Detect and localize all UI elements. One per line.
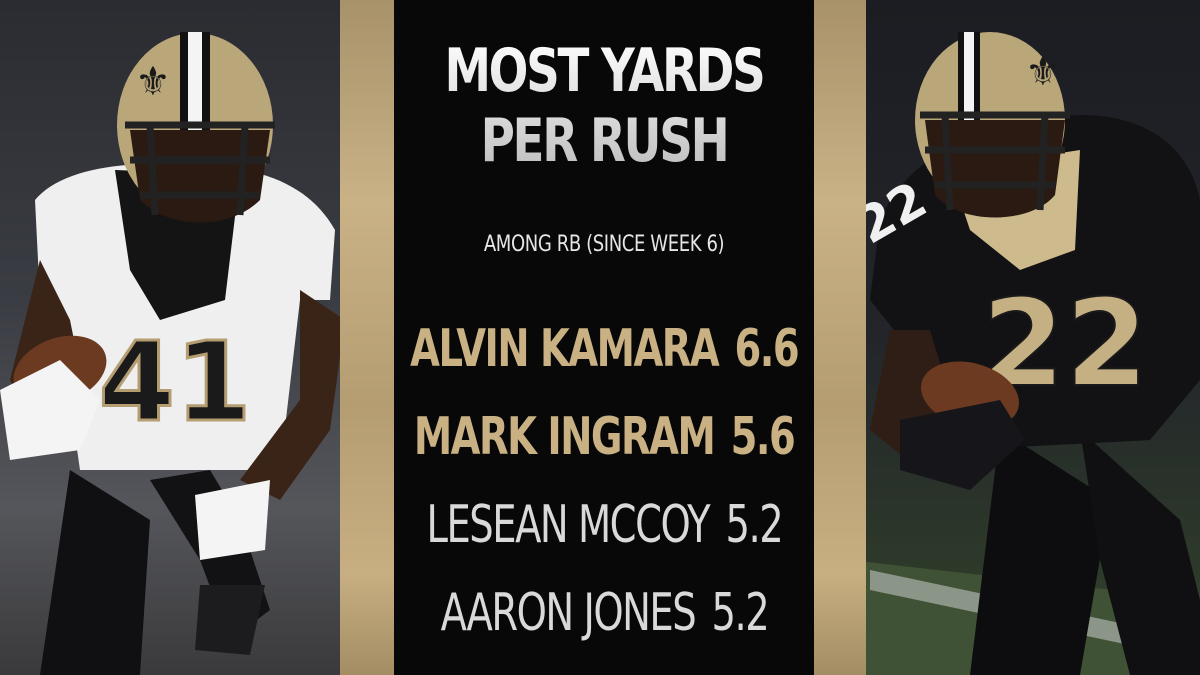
ranking-row: LESEAN MCCOY 5.2 <box>394 481 814 569</box>
player-photo-right: 22 ⚜ 22 <box>850 0 1200 675</box>
player-left-illustration: 41 ⚜ <box>0 32 345 675</box>
ranking-row: MARK INGRAM 5.6 <box>394 393 814 481</box>
player-name: MARK INGRAM <box>413 407 716 467</box>
player-name: ALVIN KAMARA <box>409 319 720 379</box>
left-jersey-number: 41 <box>98 318 251 446</box>
player-photo-left: 41 ⚜ <box>0 0 360 675</box>
graphic-title: MOST YARDS PER RUSH <box>440 36 768 176</box>
right-jersey-number: 22 <box>982 275 1149 414</box>
player-right-illustration: 22 ⚜ 22 <box>850 32 1200 675</box>
title-line: PER RUSH <box>480 106 728 176</box>
rankings-list: ALVIN KAMARA 6.6 MARK INGRAM 5.6 LESEAN … <box>394 305 814 657</box>
graphic-subtitle: AMONG RB (SINCE WEEK 6) <box>483 232 725 257</box>
player-name: AARON JONES <box>440 583 696 643</box>
yards-per-rush-value: 5.6 <box>730 407 796 467</box>
fleur-de-lis-icon: ⚜ <box>135 59 171 105</box>
title-line: MOST YARDS <box>444 36 764 106</box>
fleur-de-lis-icon: ⚜ <box>1025 49 1061 95</box>
ranking-row: AARON JONES 5.2 <box>394 569 814 657</box>
ranking-row: ALVIN KAMARA 6.6 <box>394 305 814 393</box>
yards-per-rush-value: 5.2 <box>711 583 769 643</box>
yards-per-rush-value: 6.6 <box>734 319 799 379</box>
yards-per-rush-value: 5.2 <box>725 495 783 555</box>
player-name: LESEAN MCCOY <box>426 495 710 555</box>
center-panel <box>394 0 814 675</box>
